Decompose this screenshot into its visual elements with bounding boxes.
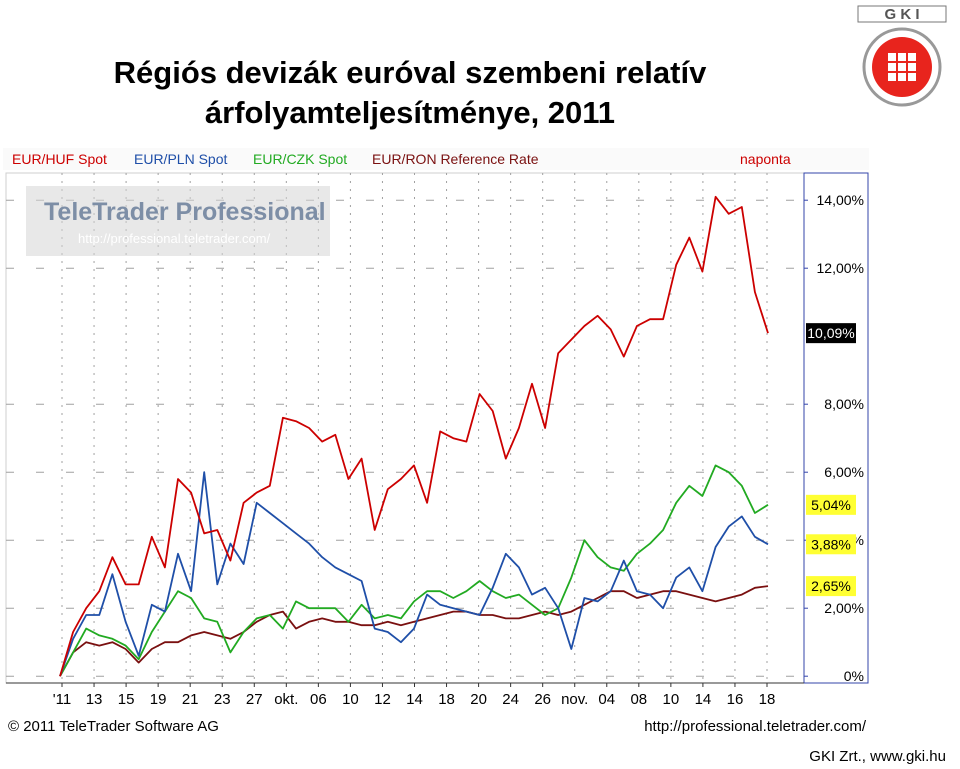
legend-eurpln: EUR/PLN Spot: [134, 151, 227, 167]
y-tick-label-5: 2,00%: [824, 600, 864, 616]
legend-eurhuf: EUR/HUF Spot: [12, 151, 107, 167]
y-tick-label-2: 8,00%: [824, 396, 864, 412]
x-tick-label-20: 14: [695, 691, 712, 708]
y-tick-label-0: 14,00%: [817, 192, 864, 208]
x-tick-label-8: 06: [310, 691, 327, 708]
frequency-label: naponta: [740, 151, 791, 167]
footer-url: http://professional.teletrader.com/: [644, 718, 867, 735]
last-value-box-2: [806, 534, 856, 555]
x-tick-label-16: nov.: [561, 691, 588, 708]
x-tick-label-10: 12: [374, 691, 391, 708]
watermark-title: TeleTrader Professional: [44, 198, 326, 226]
x-tick-label-19: 10: [663, 691, 680, 708]
last-value-labels: 10,09% 5,04% 3,88% 2,65%: [806, 323, 856, 597]
legend-eurczk: EUR/CZK Spot: [253, 151, 347, 167]
watermark-url: http://professional.teletrader.com/: [78, 231, 271, 246]
y-tick-label-6: 0%: [844, 668, 864, 684]
x-axis: '11 13 15 19 21 23 27 okt. 06 10 12 14 18 20 24 26 nov. 0…: [6, 682, 804, 708]
x-tick-label-7: okt.: [274, 691, 298, 708]
logo-text: G K I: [884, 6, 919, 23]
x-tick-label-1: 13: [86, 691, 103, 708]
chart-area: EUR/HUF Spot EUR/PLN Spot EUR/CZK Spot E…: [0, 140, 872, 740]
footer-copyright: © 2011 TeleTrader Software AG: [8, 718, 219, 735]
x-tick-label-17: 04: [598, 691, 615, 708]
y-tick-label-3: 6,00%: [824, 464, 864, 480]
last-value-box-1: [806, 494, 856, 515]
x-tick-label-12: 18: [438, 691, 455, 708]
x-tick-label-21: 16: [727, 691, 744, 708]
gki-logo: G K I: [857, 5, 947, 107]
source-credit: GKI Zrt., www.gki.hu: [809, 748, 946, 765]
x-tick-label-15: 26: [534, 691, 551, 708]
legend-eurron: EUR/RON Reference Rate: [372, 151, 539, 167]
x-tick-label-2: 15: [118, 691, 135, 708]
x-tick-label-11: 14: [406, 691, 423, 708]
last-value-label-3: 2,65%: [811, 578, 851, 594]
series-lines: [59, 195, 769, 677]
last-value-label-0: 10,09%: [807, 325, 854, 341]
series-line-2: [59, 464, 769, 677]
x-tick-label-14: 24: [502, 691, 519, 708]
last-value-label-2: 3,88%: [811, 536, 851, 552]
x-tick-label-3: 19: [150, 691, 167, 708]
x-tick-label-18: 08: [630, 691, 647, 708]
chart-title-line1: Régiós devizák euróval szembeni relatív: [113, 55, 707, 90]
x-tick-label-13: 20: [470, 691, 487, 708]
last-value-box-3: [806, 576, 856, 597]
x-tick-label-6: 27: [246, 691, 263, 708]
x-tick-label-5: 23: [214, 691, 231, 708]
x-tick-label-4: 21: [182, 691, 199, 708]
last-value-label-1: 5,04%: [811, 497, 851, 513]
y-tick-label-1: 12,00%: [817, 260, 864, 276]
chart-title-line2: árfolyamteljesítménye, 2011: [204, 95, 616, 130]
x-tick-label-9: 10: [342, 691, 359, 708]
x-tick-label-0: '11: [53, 691, 71, 708]
last-value-box-0: [806, 323, 856, 344]
series-line-0: [59, 195, 769, 677]
x-tick-label-22: 18: [759, 691, 776, 708]
series-line-1: [59, 471, 769, 677]
